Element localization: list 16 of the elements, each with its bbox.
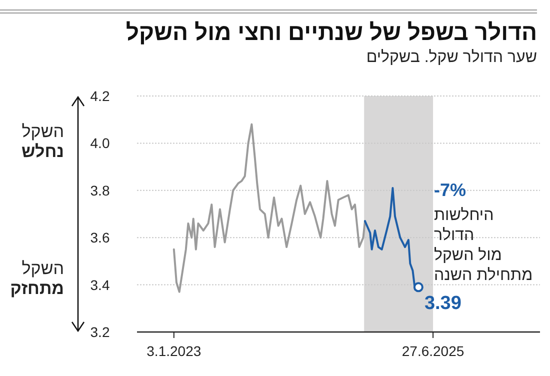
text: השקל נחלש [22,122,64,161]
x-tick-label: 27.6.2025 [402,343,464,359]
text: השקל מתחזק [10,259,64,298]
y-tick-label: 4.0 [90,135,110,152]
y-tick-label: 3.4 [90,276,110,293]
annotation: -7% [434,180,466,200]
line-series [172,123,366,293]
y-tick-label: 3.6 [90,230,110,246]
y-tick-label: 3.2 [90,324,110,340]
annotation: היחלשות הדולר מול השקל מתחילת השנה [434,206,533,284]
x-tick-label: 3.1.2023 [146,343,202,359]
chart-title: הדולר בשפל של שנתיים וחצי מול השקל [126,19,537,45]
y-tick-label: 3.8 [90,182,110,198]
annotation: 3.39 [424,293,462,314]
chart-subtitle: שער הדולר שקל. בשקלים [366,48,537,66]
y-tick-label: 4.2 [90,88,110,104]
